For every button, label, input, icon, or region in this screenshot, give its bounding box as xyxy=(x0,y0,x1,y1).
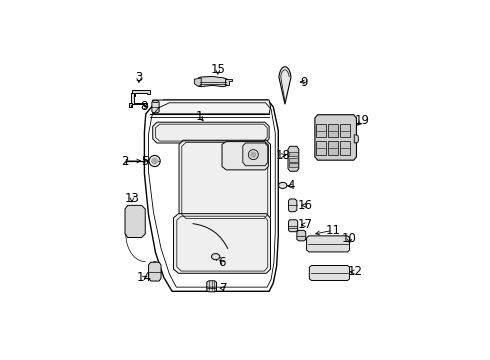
Polygon shape xyxy=(297,230,306,241)
Polygon shape xyxy=(132,90,150,96)
Polygon shape xyxy=(289,163,298,167)
Polygon shape xyxy=(225,79,232,85)
Ellipse shape xyxy=(212,253,220,260)
Text: 15: 15 xyxy=(210,63,225,76)
Polygon shape xyxy=(145,100,278,291)
Polygon shape xyxy=(129,103,147,107)
Polygon shape xyxy=(131,93,134,104)
Text: 17: 17 xyxy=(298,218,313,231)
Polygon shape xyxy=(288,146,299,171)
Text: 9: 9 xyxy=(300,76,308,89)
Polygon shape xyxy=(289,152,298,156)
Text: 7: 7 xyxy=(220,282,227,295)
Polygon shape xyxy=(207,281,217,292)
Polygon shape xyxy=(340,141,350,155)
Polygon shape xyxy=(148,262,161,281)
Text: 10: 10 xyxy=(342,232,357,245)
Text: 11: 11 xyxy=(325,224,341,237)
Polygon shape xyxy=(222,141,269,170)
Polygon shape xyxy=(328,141,338,155)
Polygon shape xyxy=(307,236,349,252)
Polygon shape xyxy=(153,122,269,143)
Polygon shape xyxy=(179,140,270,221)
Text: 6: 6 xyxy=(218,256,226,269)
Polygon shape xyxy=(243,143,268,166)
Polygon shape xyxy=(173,214,270,273)
Polygon shape xyxy=(152,101,159,113)
Polygon shape xyxy=(316,141,326,155)
Text: 8: 8 xyxy=(141,100,148,113)
Polygon shape xyxy=(316,123,326,138)
Polygon shape xyxy=(289,158,298,162)
Polygon shape xyxy=(315,115,356,160)
Text: 3: 3 xyxy=(135,71,143,84)
Text: 2: 2 xyxy=(121,154,129,167)
Polygon shape xyxy=(129,103,132,107)
Polygon shape xyxy=(289,220,298,232)
Polygon shape xyxy=(198,76,227,87)
Polygon shape xyxy=(340,123,350,138)
Polygon shape xyxy=(279,67,291,104)
Polygon shape xyxy=(328,123,338,138)
Polygon shape xyxy=(195,78,201,86)
Text: 19: 19 xyxy=(354,114,369,127)
Polygon shape xyxy=(354,135,359,143)
Polygon shape xyxy=(309,266,349,280)
Circle shape xyxy=(151,158,158,164)
Text: 13: 13 xyxy=(124,192,139,205)
Text: 1: 1 xyxy=(196,110,203,123)
Text: 16: 16 xyxy=(298,199,313,212)
Polygon shape xyxy=(153,100,270,114)
Text: 18: 18 xyxy=(275,149,291,162)
Polygon shape xyxy=(125,205,145,238)
Text: 12: 12 xyxy=(347,265,363,278)
Ellipse shape xyxy=(152,100,159,103)
Text: 5: 5 xyxy=(141,154,148,167)
Text: 4: 4 xyxy=(288,179,295,193)
Ellipse shape xyxy=(279,183,287,188)
Circle shape xyxy=(250,152,256,157)
Text: 14: 14 xyxy=(137,271,152,284)
Polygon shape xyxy=(289,199,297,212)
